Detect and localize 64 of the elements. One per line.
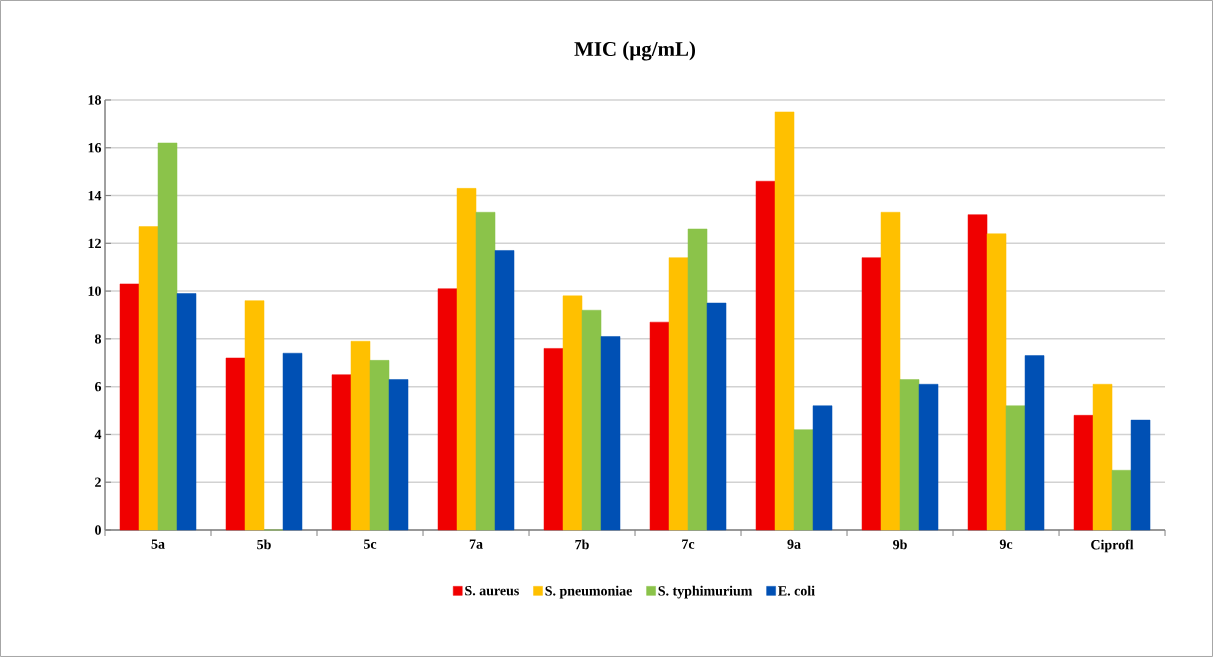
bar [600, 336, 621, 531]
bar [437, 288, 458, 531]
bar [880, 212, 901, 531]
x-tick-label: Ciprofl [1091, 539, 1134, 553]
x-tick-label: 9c [999, 539, 1013, 549]
x-tick-label: 9b [893, 539, 907, 550]
chart-title: MIC (µg/mL) [574, 41, 696, 61]
legend-label: S. aureus [465, 585, 519, 596]
bar [861, 257, 882, 531]
bar [1130, 419, 1151, 531]
bar [793, 429, 814, 531]
y-tick-label: 12 [88, 238, 101, 248]
bar [562, 295, 583, 531]
bar [282, 352, 303, 531]
bar [494, 250, 515, 531]
y-tick-label: 6 [95, 381, 102, 392]
x-tick-label: 7b [575, 539, 589, 550]
bar [225, 357, 246, 531]
bar [668, 257, 689, 531]
bar [475, 212, 496, 531]
bar [1111, 470, 1132, 531]
bar [649, 321, 670, 531]
bar [350, 341, 371, 531]
bar [812, 405, 833, 531]
bar [157, 142, 178, 531]
x-tick-label: 5a [151, 539, 165, 549]
y-tick-label: 16 [88, 143, 102, 153]
bar [331, 374, 352, 531]
bar [1073, 415, 1094, 531]
bar [774, 111, 795, 531]
bar [543, 348, 564, 531]
bar [456, 188, 477, 531]
x-tick-label: 7a [469, 539, 483, 549]
y-tick-label: 18 [88, 95, 102, 105]
y-tick-label: 2 [95, 477, 101, 487]
y-tick-label: 0 [95, 525, 101, 535]
bar [986, 233, 1007, 531]
bar [1092, 384, 1113, 531]
bar [581, 309, 602, 531]
bar [899, 379, 920, 531]
y-tick-label: 8 [94, 334, 102, 344]
legend-label: S. typhimurium [658, 585, 753, 599]
bar [1024, 355, 1045, 531]
legend-label: E. coli [778, 585, 815, 596]
bar [687, 228, 708, 531]
bar [1005, 405, 1026, 531]
x-tick-label: 9a [787, 539, 801, 549]
bar [176, 293, 197, 531]
bar [244, 300, 265, 531]
x-tick-label: 5c [364, 539, 377, 549]
x-tick-label: 7c [682, 539, 695, 549]
y-tick-label: 14 [88, 190, 102, 201]
bar [119, 283, 140, 531]
bar [706, 302, 727, 531]
bar [138, 226, 159, 531]
bar [918, 384, 939, 531]
y-tick-label: 4 [94, 429, 102, 440]
bar [755, 180, 776, 531]
legend-label: S. pneumoniae [545, 585, 632, 599]
y-tick-label: 10 [88, 286, 101, 296]
bar [388, 379, 409, 531]
bar [369, 360, 390, 531]
x-tick-label: 5b [257, 539, 271, 550]
bar [967, 214, 988, 531]
